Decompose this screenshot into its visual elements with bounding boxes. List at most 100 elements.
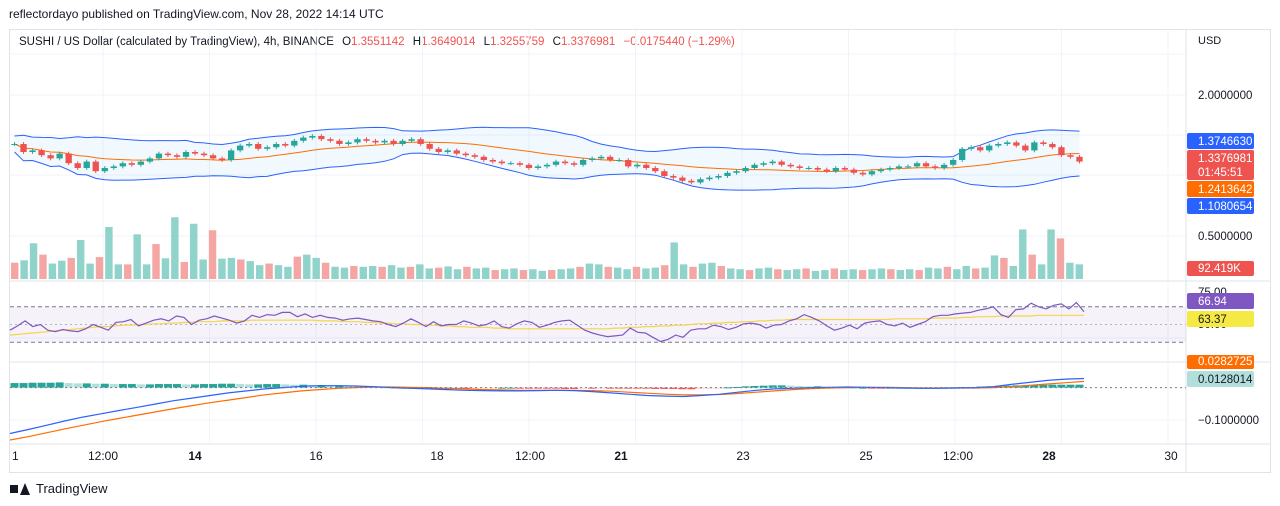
- macd-histogram-bar: [425, 387, 434, 389]
- volume-bar: [698, 263, 707, 279]
- volume-bar: [482, 267, 490, 279]
- macd-histogram-bar: [759, 385, 768, 388]
- volume-bar: [86, 263, 94, 279]
- macd-histogram-bar: [1075, 384, 1084, 388]
- time-tick-label: 18: [430, 449, 444, 463]
- volume-bar: [425, 268, 433, 279]
- candle-body: [940, 164, 948, 168]
- volume-bar: [350, 266, 358, 279]
- macd-histogram-bar: [154, 384, 163, 388]
- candle-body: [1067, 155, 1074, 157]
- bollinger-fill: [14, 127, 1080, 191]
- macd-histogram-bar: [651, 387, 660, 389]
- volume-bar: [557, 269, 565, 279]
- macd-histogram-bar: [786, 385, 795, 388]
- volume-bar: [566, 268, 575, 279]
- volume-bar: [755, 268, 763, 279]
- volume-bar: [632, 266, 641, 279]
- candle-body: [101, 168, 108, 172]
- candle-body: [1049, 144, 1056, 148]
- rsi-ma-badge: 63.37: [1198, 314, 1227, 326]
- volume-bar: [896, 270, 904, 279]
- time-tick-label: 14: [188, 449, 202, 463]
- time-tick-label: 30: [1164, 449, 1178, 463]
- volume-bar: [1056, 238, 1065, 279]
- volume-bar: [190, 223, 198, 279]
- volume-bar: [1037, 264, 1046, 279]
- candle-body: [137, 161, 145, 165]
- volume-bar: [906, 269, 914, 279]
- volume-bar: [199, 259, 207, 279]
- macd-histogram-bar: [1066, 384, 1075, 388]
- macd-histogram-bar: [533, 387, 542, 389]
- volume-bar: [434, 267, 443, 279]
- volume-bar: [679, 264, 688, 279]
- volume-bar: [811, 270, 820, 279]
- candle-body: [507, 163, 515, 165]
- macd-histogram-bar: [660, 387, 669, 389]
- candle-body: [209, 155, 217, 159]
- symbol-legend: SUSHI / US Dollar (calculated by Trading…: [19, 36, 735, 48]
- macd-histogram-bar: [136, 384, 145, 388]
- volume-bar: [887, 269, 895, 279]
- volume-bar: [1075, 264, 1083, 279]
- high-value: 1.3649014: [421, 36, 476, 48]
- candle-body: [850, 169, 858, 173]
- volume-bar: [29, 243, 38, 279]
- candle-body: [399, 140, 406, 144]
- volume-bar: [953, 269, 961, 279]
- macd-histogram-bar: [1057, 384, 1066, 388]
- open-value: 1.3551142: [351, 36, 405, 48]
- bar-countdown: 01:45:51: [1198, 167, 1243, 179]
- publisher-line: reflectordayo published on TradingView.c…: [9, 7, 384, 21]
- candle-body: [38, 150, 45, 156]
- macd-histogram-bar: [218, 383, 227, 388]
- rsi-value-badge-bg: [1187, 293, 1254, 309]
- candle-body: [616, 160, 623, 161]
- volume-bar: [764, 267, 773, 279]
- candle-body: [327, 139, 334, 141]
- close-value: 1.3376981: [560, 36, 616, 48]
- candle-body: [462, 153, 469, 156]
- volume-bar: [208, 230, 217, 279]
- macd-histogram-bar: [236, 384, 245, 388]
- candle-body: [931, 166, 939, 168]
- candle-body: [597, 156, 605, 159]
- currency-label[interactable]: USD: [1198, 35, 1222, 47]
- macd-histogram-bar: [795, 386, 804, 388]
- candle-body: [354, 139, 361, 143]
- volume-bar: [463, 266, 471, 279]
- volume-bar: [171, 217, 179, 279]
- macd-histogram-bar: [335, 385, 344, 388]
- volume-bar: [708, 262, 716, 279]
- candle-body: [814, 168, 821, 170]
- candle-body: [688, 180, 695, 183]
- macd-histogram-bar: [479, 387, 488, 389]
- volume-bar: [20, 260, 28, 279]
- macd-histogram-bar: [561, 387, 570, 389]
- volume-bar: [538, 270, 546, 279]
- candle-body: [904, 166, 912, 168]
- time-tick-label: 12:00: [515, 449, 545, 463]
- candle-body: [652, 168, 659, 172]
- candle-body: [173, 155, 181, 157]
- candle-body: [679, 177, 686, 181]
- macd-histogram-bar: [272, 384, 281, 388]
- macd-histogram-bar: [1021, 385, 1030, 388]
- volume-bar: [1000, 257, 1008, 279]
- macd-histogram-bar: [118, 384, 127, 388]
- volume-bar: [613, 267, 622, 279]
- time-tick-label: 28: [1042, 449, 1056, 463]
- macd-histogram-bar: [669, 387, 678, 389]
- change-value: −0.0175440 (−1.29%): [623, 36, 735, 48]
- footer-brand[interactable]: TradingView: [10, 481, 108, 496]
- volume-bar: [717, 266, 725, 279]
- macd-histogram-bar: [488, 387, 497, 389]
- candle-body: [426, 144, 433, 149]
- volume-bar: [218, 258, 226, 279]
- candle-body: [200, 153, 208, 156]
- macd-histogram-bar: [82, 383, 91, 388]
- candle-body: [110, 166, 117, 168]
- candle-body: [1013, 142, 1020, 146]
